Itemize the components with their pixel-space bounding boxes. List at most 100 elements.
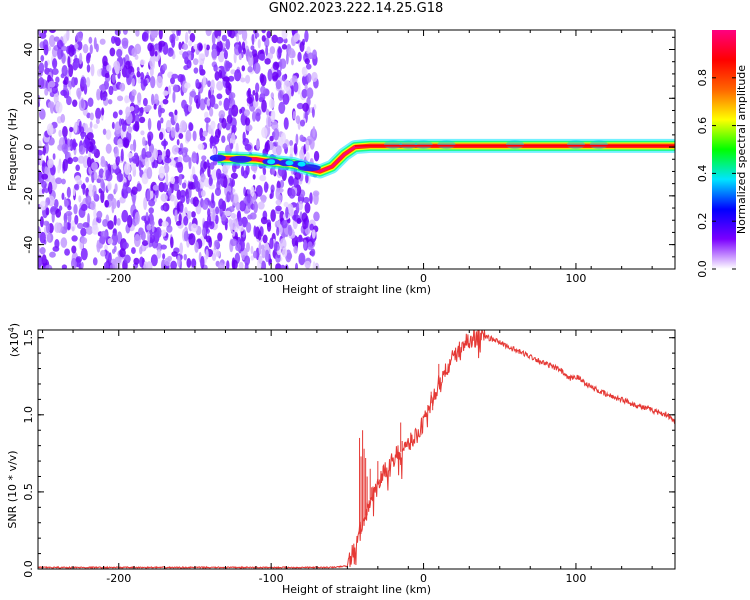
noise-blob <box>177 30 181 36</box>
noise-blob <box>294 262 299 269</box>
noise-blob <box>170 176 176 184</box>
noise-blob <box>216 251 221 257</box>
noise-blob <box>96 68 103 77</box>
noise-blob <box>260 74 267 87</box>
noise-blob <box>38 255 43 263</box>
noise-blob <box>116 172 124 183</box>
noise-blob <box>253 62 261 74</box>
noise-blob <box>131 47 138 58</box>
noise-blob <box>121 209 129 223</box>
noise-blob <box>251 111 257 122</box>
noise-blob <box>281 74 287 82</box>
colorbar-label: Normalized spectral amplitude <box>735 65 748 234</box>
noise-blob <box>78 120 82 132</box>
noise-blob <box>109 264 114 269</box>
noise-blob <box>269 237 274 250</box>
noise-blob <box>214 239 220 248</box>
noise-blob <box>49 251 56 258</box>
noise-blob <box>162 182 169 193</box>
noise-blob <box>199 98 206 111</box>
noise-blob <box>170 236 174 249</box>
noise-blob <box>184 106 188 117</box>
noise-blob <box>261 30 266 34</box>
noise-blob <box>141 31 149 42</box>
noise-blob <box>42 145 46 156</box>
noise-blob <box>225 80 231 89</box>
noise-blob <box>86 112 91 119</box>
noise-blob <box>169 194 176 202</box>
top-ytick-label: 0 <box>22 144 35 151</box>
top-x-axis-label: Height of straight line (km) <box>282 283 431 296</box>
noise-blob <box>194 241 199 253</box>
noise-blob <box>85 176 90 183</box>
noise-blob <box>262 234 268 244</box>
noise-blob <box>101 95 107 101</box>
noise-blob <box>281 247 288 258</box>
noise-blob <box>201 199 209 210</box>
noise-blob <box>80 227 87 237</box>
noise-blob <box>313 150 320 162</box>
noise-blob <box>255 82 260 93</box>
ridge-halo <box>384 140 403 150</box>
noise-blob <box>136 66 140 72</box>
noise-blob <box>106 64 112 72</box>
noise-blob <box>249 51 253 58</box>
noise-blob <box>301 88 308 99</box>
noise-blob <box>234 69 242 82</box>
noise-blob <box>245 242 250 253</box>
bottom-xtick-label: 100 <box>565 572 586 585</box>
noise-blob <box>139 256 145 268</box>
noise-blob <box>258 255 263 265</box>
noise-blob <box>105 129 112 140</box>
noise-blob <box>150 190 154 199</box>
bottom-ytick-label: 0.0 <box>22 560 35 578</box>
noise-blob <box>271 71 279 81</box>
noise-blob <box>112 163 117 170</box>
noise-blob <box>164 257 171 267</box>
noise-blob <box>46 123 54 136</box>
ridge-fragment <box>229 155 253 163</box>
noise-blob <box>215 206 220 215</box>
noise-blob <box>241 41 246 52</box>
noise-blob <box>293 143 298 155</box>
noise-blob <box>134 211 140 225</box>
noise-blob <box>129 143 134 151</box>
noise-blob <box>230 219 237 231</box>
noise-blob <box>111 201 115 214</box>
noise-blob <box>75 31 83 42</box>
noise-blob <box>76 40 83 51</box>
noise-blob <box>175 122 180 133</box>
noise-blob <box>261 126 268 139</box>
noise-blob <box>180 205 184 213</box>
noise-blob <box>114 30 121 36</box>
noise-blob <box>218 122 222 131</box>
noise-blob <box>223 49 228 60</box>
noise-blob <box>136 183 142 192</box>
noise-blob <box>141 240 149 246</box>
snr-series-line <box>38 330 675 569</box>
noise-blob <box>170 260 177 269</box>
noise-blob <box>54 239 60 249</box>
noise-blob <box>64 248 71 256</box>
noise-blob <box>163 205 167 211</box>
noise-blob <box>39 247 46 255</box>
noise-blob <box>264 58 271 65</box>
noise-blob <box>182 51 189 60</box>
noise-blob <box>158 165 166 179</box>
noise-blob <box>110 258 117 265</box>
noise-blob <box>201 155 207 161</box>
noise-blob <box>239 200 247 212</box>
noise-blob <box>51 85 58 94</box>
top-xtick-label: -100 <box>259 272 284 285</box>
noise-blob <box>160 244 167 250</box>
noise-blob <box>135 30 140 37</box>
noise-blob <box>55 101 63 114</box>
noise-blob <box>123 254 131 264</box>
noise-blob <box>91 162 98 171</box>
noise-blob <box>214 214 219 225</box>
noise-blob <box>116 48 123 58</box>
noise-blob <box>86 52 90 61</box>
noise-blob <box>186 257 192 268</box>
noise-blob <box>218 100 223 106</box>
noise-blob <box>178 41 182 51</box>
